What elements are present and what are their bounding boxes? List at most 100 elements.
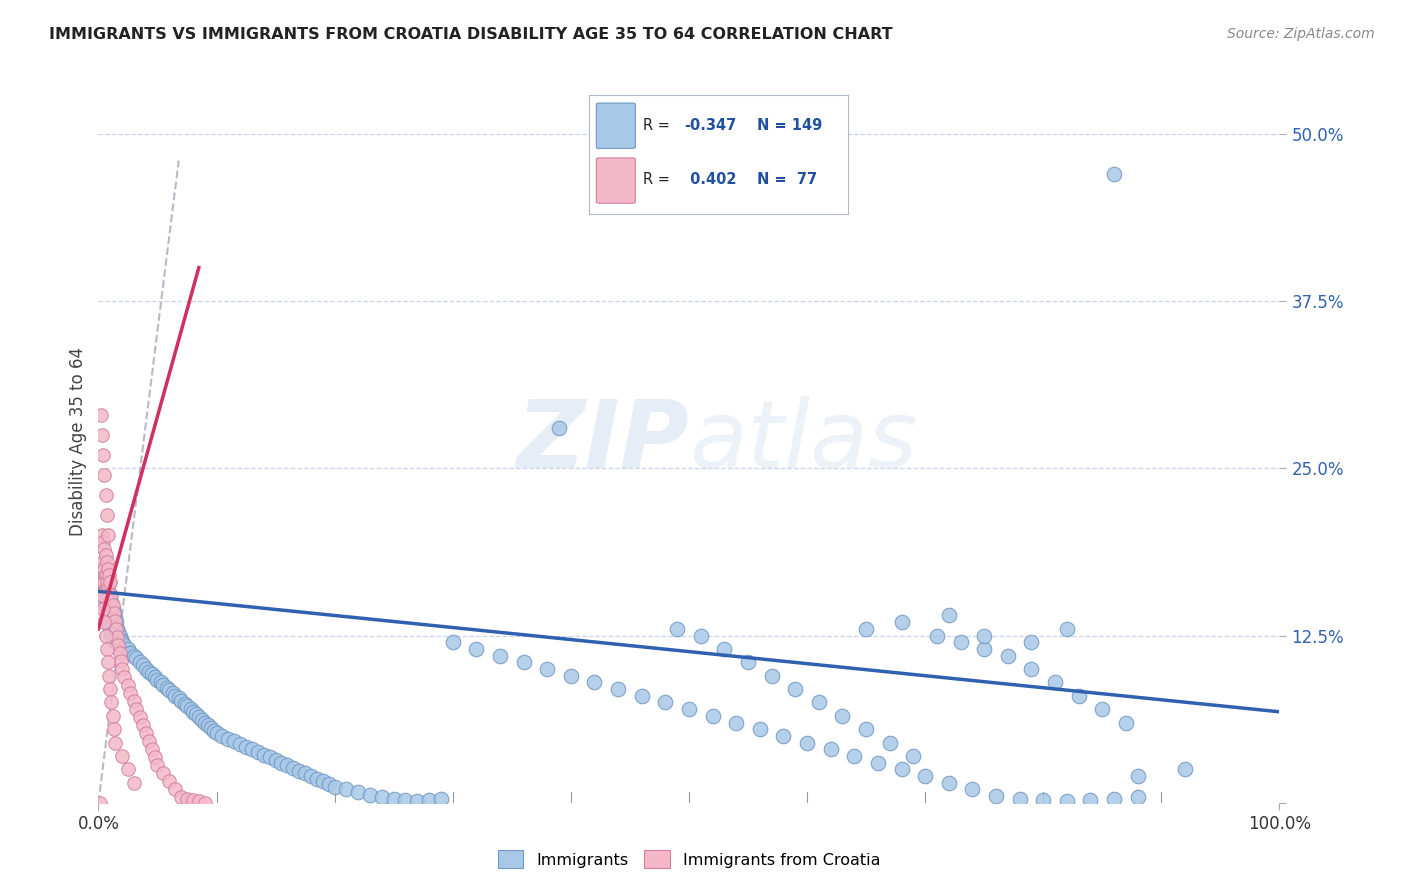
Point [90, 568, 112, 582]
Point [925, 628, 948, 642]
Point [1115, 715, 1137, 730]
Point [347, 785, 370, 799]
Point [796, 735, 818, 749]
Point [94, 488, 117, 502]
Point [202, 723, 225, 738]
Point [1102, 792, 1125, 806]
Point [156, 681, 179, 695]
Point [283, 761, 305, 775]
Point [105, 622, 128, 636]
Point [91, 589, 114, 603]
Point [108, 646, 131, 660]
Point [205, 726, 228, 740]
Point [165, 782, 187, 797]
Text: ZIP: ZIP [516, 395, 689, 488]
Point [1067, 689, 1090, 703]
Point [117, 762, 139, 776]
Point [100, 627, 122, 641]
Point [1056, 795, 1078, 809]
Point [702, 708, 724, 723]
Point [162, 686, 184, 700]
Point [465, 642, 488, 657]
Point [93, 615, 115, 630]
Point [165, 689, 187, 703]
Point [96, 575, 118, 590]
Point [112, 638, 135, 652]
Point [1056, 622, 1078, 636]
Point [101, 632, 124, 647]
Point [914, 769, 936, 783]
Point [217, 731, 239, 746]
Point [141, 742, 163, 756]
Point [191, 713, 214, 727]
Point [91, 589, 114, 603]
Point [973, 642, 995, 657]
Point [91, 575, 114, 590]
Point [90, 408, 112, 422]
Point [253, 747, 276, 762]
Point [93, 467, 115, 482]
Point [122, 694, 145, 708]
Point [93, 575, 115, 590]
Point [170, 694, 193, 708]
Text: atlas: atlas [689, 396, 917, 487]
Point [235, 739, 257, 754]
Point [761, 669, 783, 683]
Point [146, 673, 169, 687]
Point [120, 646, 142, 660]
Point [844, 749, 866, 764]
Point [737, 655, 759, 669]
Point [1126, 769, 1149, 783]
Point [382, 792, 405, 806]
Point [150, 675, 173, 690]
Point [323, 780, 346, 794]
Point [984, 789, 1007, 804]
Point [305, 772, 328, 786]
Point [962, 782, 984, 797]
Point [1174, 762, 1197, 776]
Point [97, 655, 120, 669]
Point [128, 655, 150, 669]
Point [111, 662, 134, 676]
Point [138, 665, 160, 679]
Point [200, 721, 222, 735]
Point [294, 766, 316, 780]
Point [135, 662, 157, 676]
Point [98, 681, 121, 696]
Point [1021, 662, 1043, 676]
Point [107, 624, 129, 639]
Point [259, 750, 281, 764]
Point [97, 607, 120, 622]
Point [666, 622, 689, 636]
Point [689, 628, 711, 642]
Point [831, 708, 853, 723]
Point [105, 622, 128, 636]
Point [181, 793, 204, 807]
Point [725, 715, 748, 730]
Point [93, 595, 115, 609]
Point [1080, 793, 1102, 807]
Point [1091, 702, 1114, 716]
Point [560, 669, 582, 683]
Point [101, 602, 124, 616]
Point [91, 534, 114, 549]
Point [536, 662, 558, 676]
Point [194, 715, 217, 730]
Point [104, 735, 127, 749]
Point [318, 777, 340, 791]
Point [94, 568, 117, 582]
Point [103, 723, 125, 737]
Point [181, 705, 204, 719]
Point [430, 792, 453, 806]
Point [101, 708, 124, 723]
Point [143, 670, 166, 684]
Point [90, 568, 112, 582]
Point [211, 729, 233, 743]
Point [180, 702, 202, 716]
Point [173, 697, 195, 711]
Point [1043, 675, 1066, 690]
Point [938, 776, 960, 790]
Point [654, 696, 676, 710]
Point [583, 675, 606, 690]
Point [855, 723, 877, 737]
